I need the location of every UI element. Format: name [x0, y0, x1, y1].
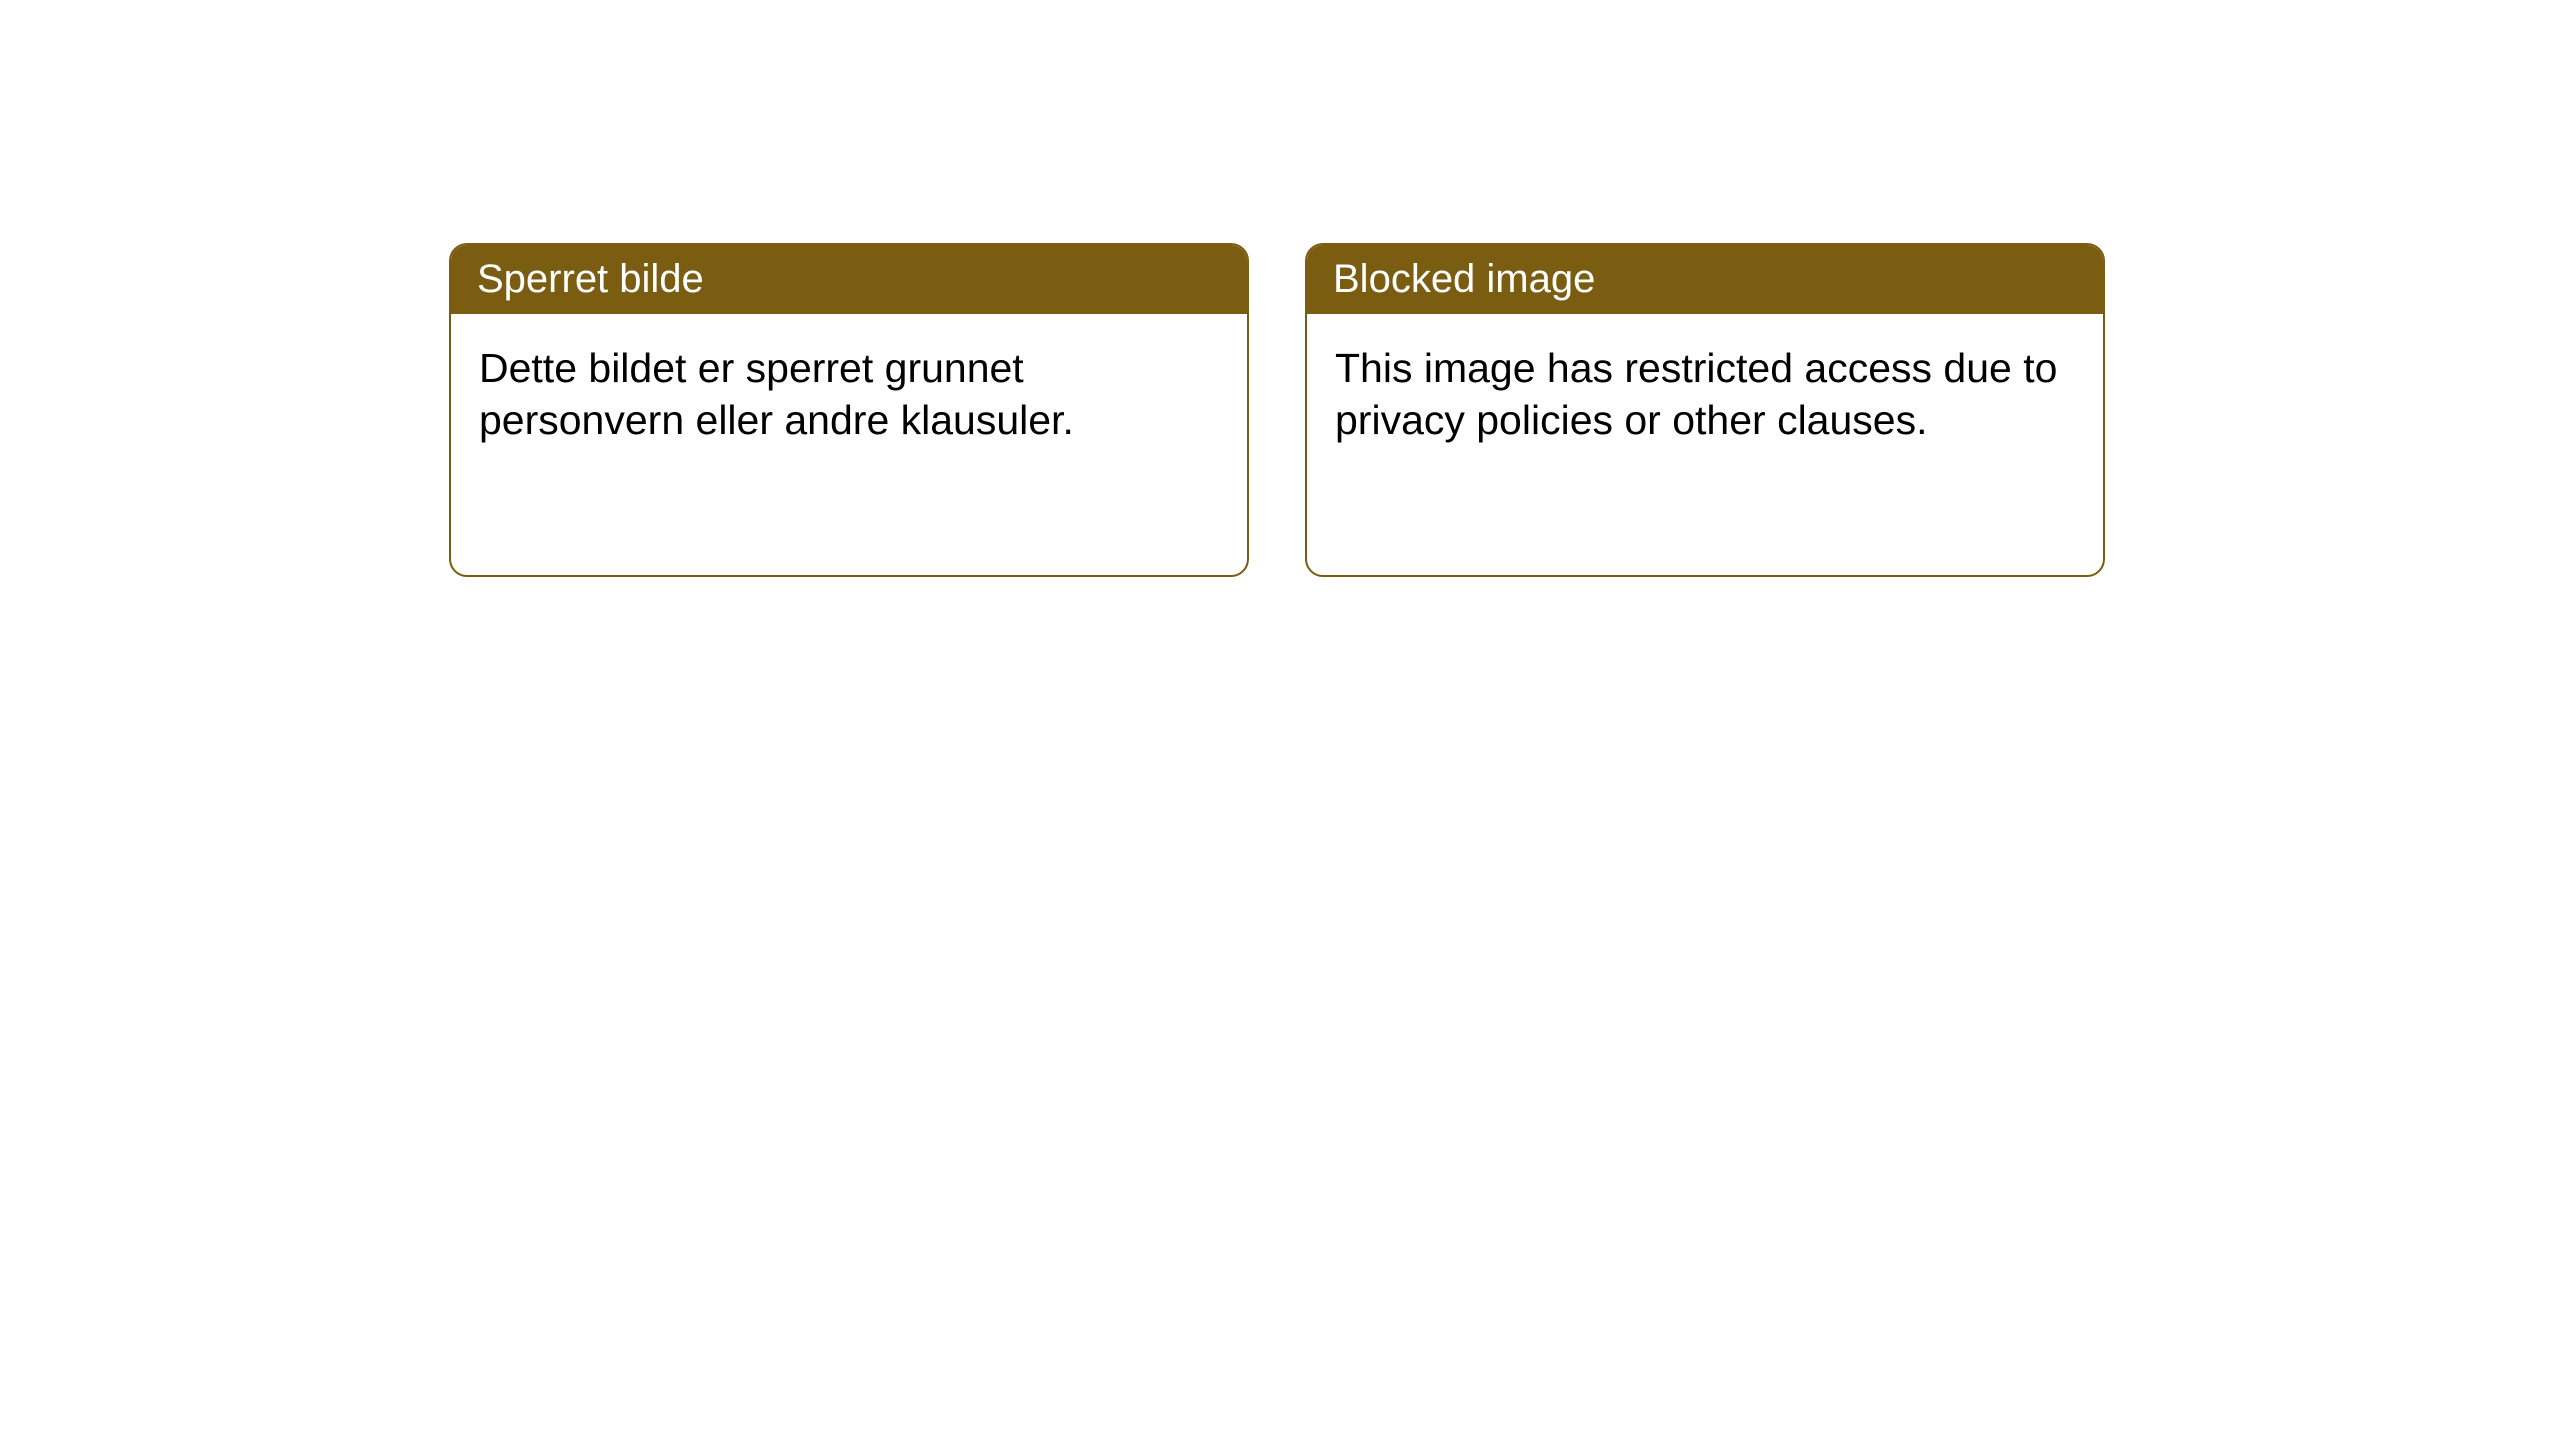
- card-body: This image has restricted access due to …: [1307, 314, 2103, 475]
- notice-cards-container: Sperret bilde Dette bildet er sperret gr…: [449, 243, 2105, 577]
- notice-card-norwegian: Sperret bilde Dette bildet er sperret gr…: [449, 243, 1249, 577]
- card-header: Sperret bilde: [451, 245, 1247, 314]
- card-body-text: This image has restricted access due to …: [1335, 345, 2057, 443]
- card-title: Blocked image: [1333, 257, 1595, 301]
- card-header: Blocked image: [1307, 245, 2103, 314]
- card-body-text: Dette bildet er sperret grunnet personve…: [479, 345, 1074, 443]
- notice-card-english: Blocked image This image has restricted …: [1305, 243, 2105, 577]
- card-title: Sperret bilde: [477, 257, 704, 301]
- card-body: Dette bildet er sperret grunnet personve…: [451, 314, 1247, 475]
